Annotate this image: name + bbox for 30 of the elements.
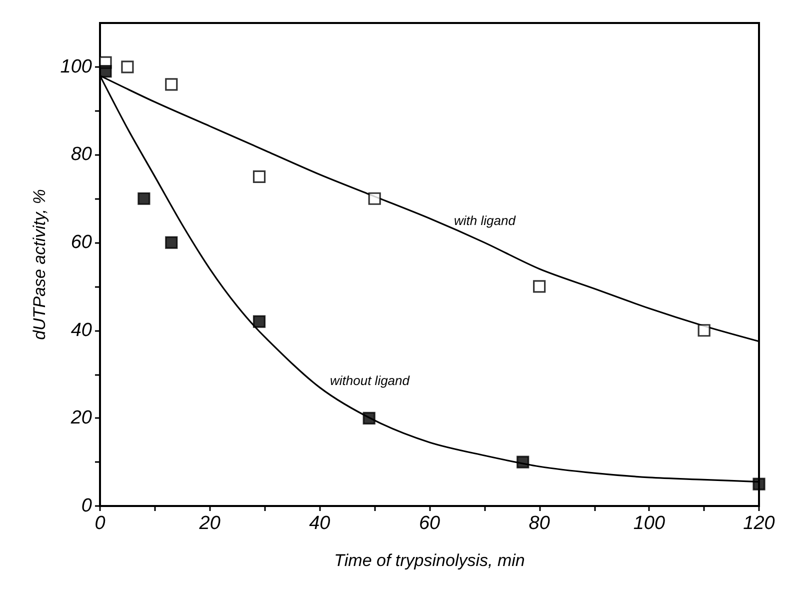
point [165, 236, 178, 249]
point [533, 280, 546, 293]
y-tick-label: 40 [70, 320, 92, 341]
x-tick-label: 120 [743, 513, 776, 534]
x-tick-label: 0 [94, 513, 106, 534]
x-axis-title: Time of trypsinolysis, min [334, 551, 525, 570]
y-tick-label: 20 [70, 408, 92, 429]
point [138, 192, 150, 205]
x-tick-label: 20 [198, 513, 221, 534]
annotation: without ligand [330, 373, 410, 388]
y-tick-label: 100 [60, 56, 92, 78]
point [121, 60, 134, 74]
x-tick-label: 40 [309, 513, 331, 534]
point [362, 412, 376, 424]
point [368, 192, 381, 205]
y-tick-label: 0 [81, 496, 92, 516]
point [99, 65, 112, 78]
x-tick-label: 60 [418, 513, 440, 534]
x-tick-label: 100 [633, 513, 666, 534]
y-tick-label: 80 [70, 144, 92, 166]
point [252, 170, 266, 183]
point [165, 78, 178, 91]
point [698, 324, 710, 337]
annotation: with ligand [454, 213, 516, 228]
y-tick-label: 60 [70, 232, 92, 254]
y-axis-title: dUTPase activity, % [30, 189, 49, 340]
point [252, 315, 266, 328]
x-tick-label: 80 [528, 513, 550, 534]
point [516, 456, 530, 468]
point [752, 478, 766, 490]
